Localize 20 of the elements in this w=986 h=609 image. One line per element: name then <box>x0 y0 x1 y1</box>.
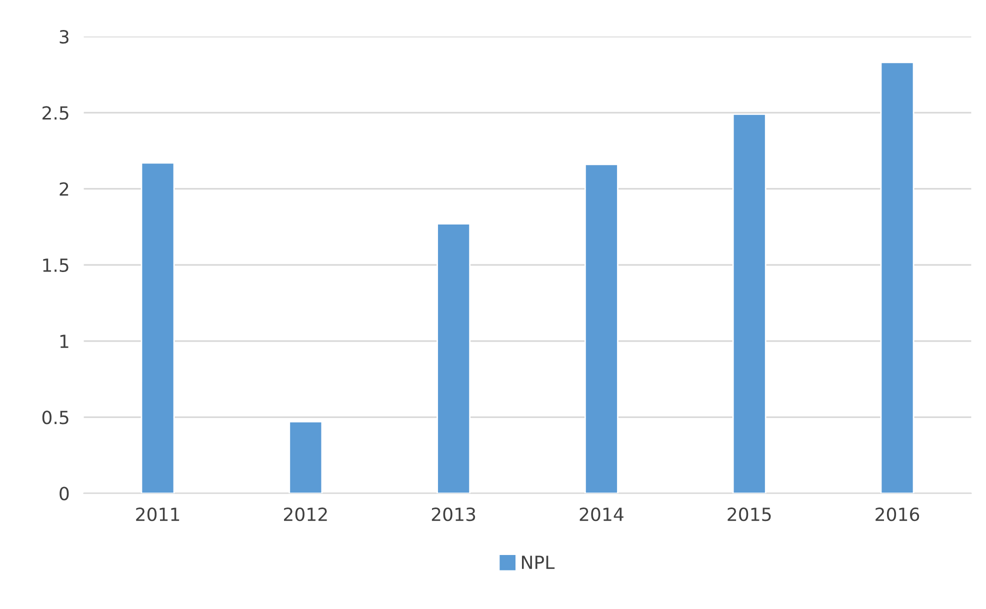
y-tick-label: 2 <box>60 182 68 196</box>
x-tick-label: 2014 <box>580 508 624 522</box>
legend-label: NPL <box>522 556 555 569</box>
x-tick-label: 2015 <box>728 508 771 522</box>
y-tick-label: 1 <box>60 334 68 348</box>
bar <box>288 421 323 494</box>
y-tick-label: 1.5 <box>43 258 68 272</box>
x-tick-label: 2016 <box>876 508 920 522</box>
bar <box>584 164 618 494</box>
y-tick-label: 0 <box>60 486 69 500</box>
y-tick-label: 0.5 <box>42 410 68 424</box>
x-tick-label: 2012 <box>284 508 327 522</box>
x-tick-label: 2011 <box>136 508 180 522</box>
bar <box>732 113 766 494</box>
y-tick-label: 3 <box>60 30 68 44</box>
x-tick-label: 2013 <box>432 508 476 522</box>
y-tick-label: 2.5 <box>42 106 68 120</box>
bar <box>436 223 471 494</box>
bar <box>880 62 914 494</box>
bar <box>140 162 175 494</box>
